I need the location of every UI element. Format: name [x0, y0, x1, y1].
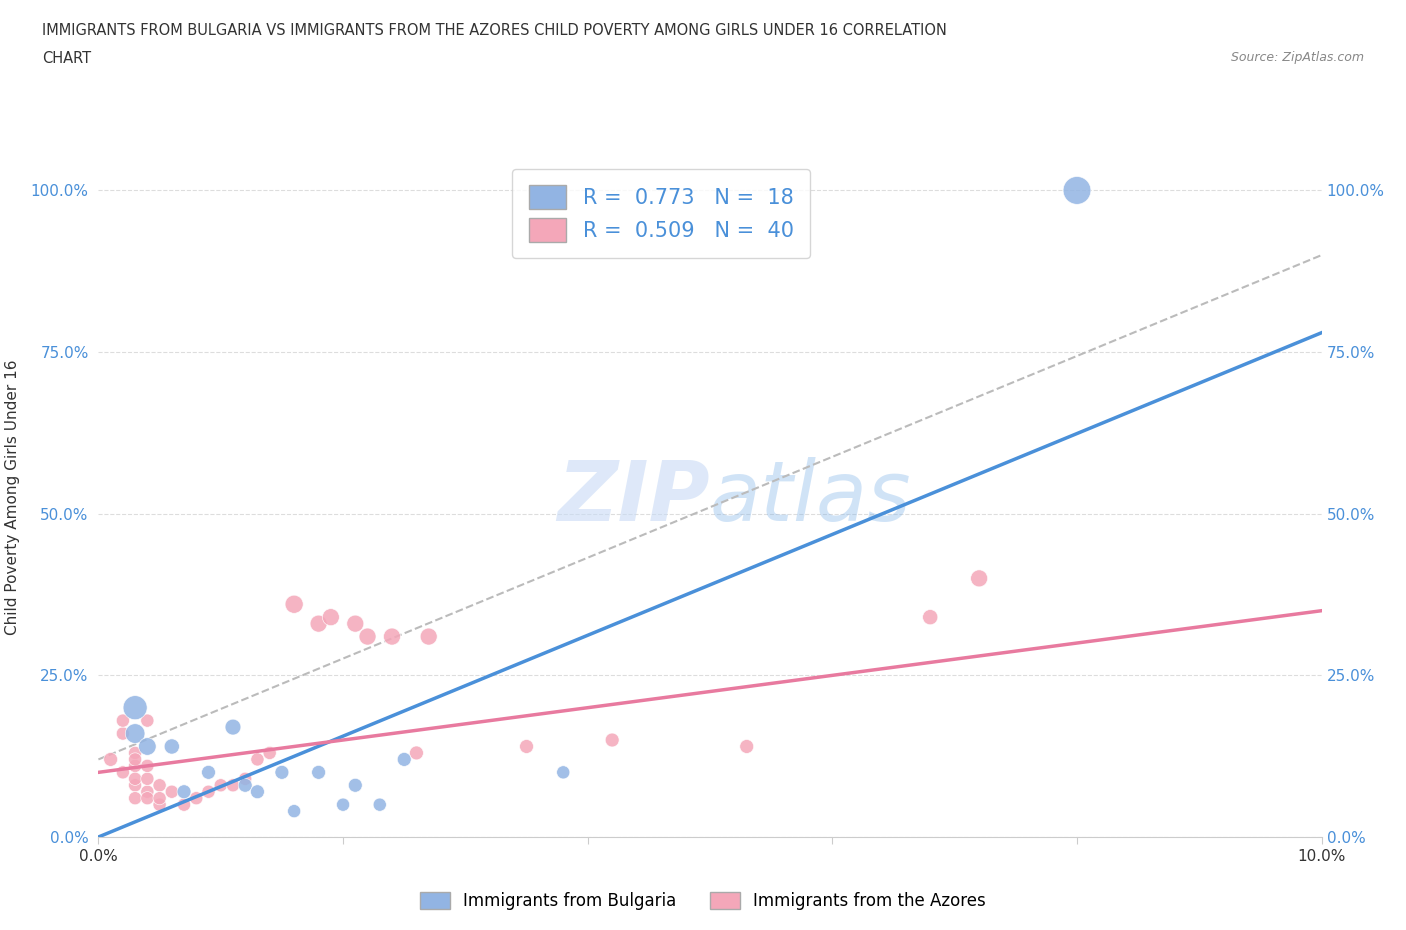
Point	[344, 777, 367, 792]
Point	[160, 784, 183, 799]
Point	[418, 629, 440, 644]
Text: atlas: atlas	[710, 457, 911, 538]
Point	[124, 752, 146, 767]
Point	[308, 617, 330, 631]
Point	[124, 726, 146, 741]
Point	[149, 777, 172, 792]
Point	[368, 797, 391, 812]
Point	[111, 764, 134, 779]
Legend: R =  0.773   N =  18, R =  0.509   N =  40: R = 0.773 N = 18, R = 0.509 N = 40	[512, 168, 810, 259]
Point	[100, 752, 122, 767]
Point	[173, 797, 195, 812]
Point	[283, 804, 305, 818]
Point	[136, 713, 159, 728]
Point	[381, 629, 404, 644]
Point	[392, 752, 416, 767]
Point	[259, 746, 281, 761]
Point	[173, 784, 195, 799]
Text: CHART: CHART	[42, 51, 91, 66]
Y-axis label: Child Poverty Among Girls Under 16: Child Poverty Among Girls Under 16	[4, 360, 20, 635]
Point	[124, 777, 146, 792]
Point	[735, 739, 758, 754]
Point	[136, 790, 159, 805]
Point	[124, 700, 146, 715]
Point	[270, 764, 292, 779]
Point	[233, 771, 256, 786]
Point	[308, 764, 330, 779]
Point	[149, 790, 172, 805]
Point	[149, 797, 172, 812]
Point	[516, 739, 538, 754]
Point	[197, 764, 219, 779]
Point	[124, 759, 146, 774]
Point	[160, 739, 183, 754]
Point	[553, 764, 575, 779]
Text: ZIP: ZIP	[557, 457, 710, 538]
Point	[405, 746, 427, 761]
Legend: Immigrants from Bulgaria, Immigrants from the Azores: Immigrants from Bulgaria, Immigrants fro…	[413, 885, 993, 917]
Point	[136, 784, 159, 799]
Point	[319, 610, 342, 625]
Text: Source: ZipAtlas.com: Source: ZipAtlas.com	[1230, 51, 1364, 64]
Point	[124, 746, 146, 761]
Point	[283, 597, 305, 612]
Text: IMMIGRANTS FROM BULGARIA VS IMMIGRANTS FROM THE AZORES CHILD POVERTY AMONG GIRLS: IMMIGRANTS FROM BULGARIA VS IMMIGRANTS F…	[42, 23, 948, 38]
Point	[246, 784, 269, 799]
Point	[344, 617, 367, 631]
Point	[136, 771, 159, 786]
Point	[209, 777, 232, 792]
Point	[124, 790, 146, 805]
Point	[222, 777, 245, 792]
Point	[222, 720, 245, 735]
Point	[124, 771, 146, 786]
Point	[197, 784, 219, 799]
Point	[111, 713, 134, 728]
Point	[920, 610, 942, 625]
Point	[600, 733, 623, 748]
Point	[246, 752, 269, 767]
Point	[111, 726, 134, 741]
Point	[356, 629, 378, 644]
Point	[136, 739, 159, 754]
Point	[136, 759, 159, 774]
Point	[967, 571, 990, 586]
Point	[186, 790, 208, 805]
Point	[332, 797, 354, 812]
Point	[233, 777, 256, 792]
Point	[1066, 183, 1088, 198]
